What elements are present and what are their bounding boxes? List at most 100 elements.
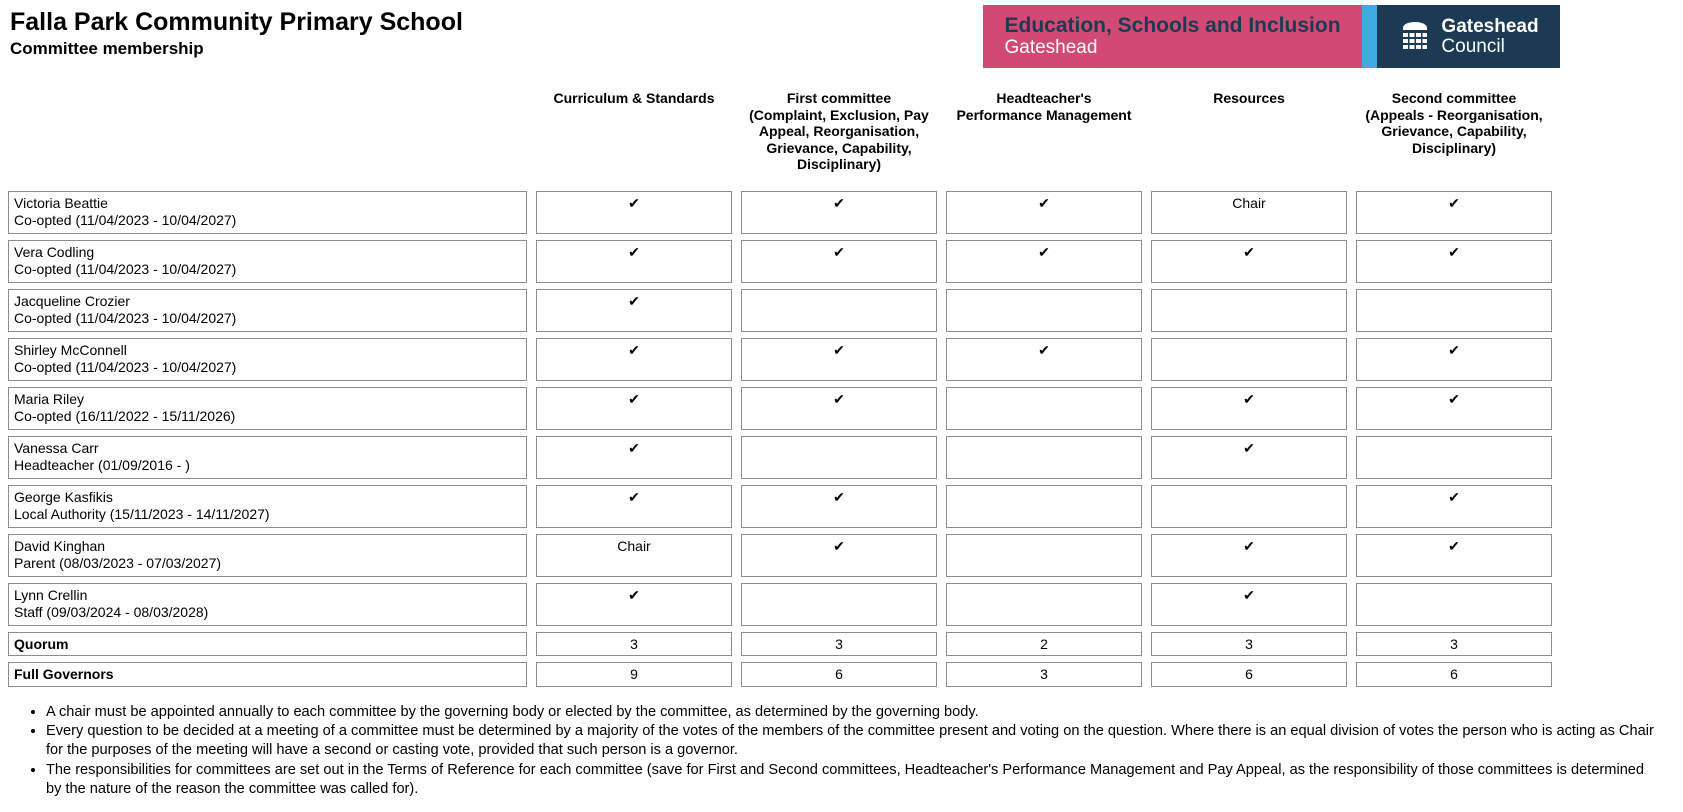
committee-cell: ✔ (1151, 386, 1347, 430)
governor-name: Vera Codling (14, 243, 95, 260)
governor-name-cell: Jacqueline Crozier Co-opted (11/04/2023 … (8, 288, 527, 332)
governor-name: Vanessa Carr (14, 439, 99, 456)
summary-label: Quorum (8, 631, 527, 657)
governor-name: Maria Riley (14, 390, 85, 407)
name-column-header (8, 82, 527, 185)
page-title: Committee membership (10, 38, 204, 58)
committee-cell: ✔ (741, 337, 937, 381)
committee-cell: ✔ (1356, 239, 1552, 283)
summary-cell: 3 (741, 631, 937, 657)
summary-cell: 3 (536, 631, 732, 657)
council-name: Gateshead (1441, 16, 1539, 38)
council-word: Council (1441, 35, 1505, 57)
committee-cell (1151, 337, 1347, 381)
committee-cell: ✔ (536, 288, 732, 332)
committee-cell: ✔ (946, 190, 1142, 234)
committee-cell (1151, 288, 1347, 332)
committee-cell (946, 435, 1142, 479)
committee-cell: ✔ (1356, 386, 1552, 430)
committee-cell: Chair (1151, 190, 1347, 234)
governor-role: Co-opted (16/11/2022 - 15/11/2026) (14, 408, 236, 425)
committee-cell: ✔ (741, 484, 937, 528)
governor-name: Shirley McConnell (14, 341, 127, 358)
committee-cell: ✔ (946, 337, 1142, 381)
committee-cell: ✔ (536, 190, 732, 234)
column-header-second-committee: Second committee (Appeals - Reorganisati… (1365, 90, 1543, 156)
committee-cell: ✔ (741, 533, 937, 577)
column-header-headteachers-performance: Headteacher's Performance Management (956, 90, 1132, 123)
governor-role: Co-opted (11/04/2023 - 10/04/2027) (14, 212, 237, 229)
summary-cell: 3 (1356, 631, 1552, 657)
committee-cell: ✔ (1151, 582, 1347, 626)
note-item: The responsibilities for committees are … (46, 761, 1663, 800)
note-item: Every question to be decided at a meetin… (46, 722, 1663, 761)
governor-name-cell: Victoria Beattie Co-opted (11/04/2023 - … (8, 190, 527, 234)
committee-cell (1151, 484, 1347, 528)
department-name: Education, Schools and Inclusion (1004, 14, 1341, 38)
council-building-icon (1398, 16, 1432, 57)
gateshead-council-logo: Gateshead Council (1377, 5, 1560, 68)
governor-role: Co-opted (11/04/2023 - 10/04/2027) (14, 359, 237, 376)
summary-cell: 6 (1356, 662, 1552, 687)
summary-cell: 2 (946, 631, 1142, 657)
governor-role: Staff (09/03/2024 - 08/03/2028) (14, 604, 209, 621)
committee-cell (1356, 435, 1552, 479)
committee-cell (946, 582, 1142, 626)
note-item: A chair must be appointed annually to ea… (46, 703, 1663, 722)
committee-cell: ✔ (536, 435, 732, 479)
committee-cell (741, 288, 937, 332)
governor-name: Lynn Crellin (14, 586, 88, 603)
governor-name: George Kasfikis (14, 488, 113, 505)
committee-cell: Chair (536, 533, 732, 577)
governor-name: David Kinghan (14, 537, 106, 554)
committee-cell (946, 288, 1142, 332)
committee-cell: ✔ (1151, 239, 1347, 283)
committee-cell: ✔ (1151, 533, 1347, 577)
top-bar: Falla Park Community Primary School Comm… (0, 0, 1683, 68)
committee-cell: ✔ (1356, 337, 1552, 381)
governor-role: Co-opted (11/04/2023 - 10/04/2027) (14, 261, 237, 278)
committee-cell: ✔ (536, 484, 732, 528)
governor-name: Jacqueline Crozier (14, 292, 130, 309)
governor-name-cell: Maria Riley Co-opted (16/11/2022 - 15/11… (8, 386, 527, 430)
summary-cell: 6 (1151, 662, 1347, 687)
committee-cell: ✔ (741, 386, 937, 430)
title-block: Falla Park Community Primary School Comm… (10, 5, 463, 58)
column-header-resources: Resources (1213, 90, 1285, 106)
committee-cell: ✔ (1151, 435, 1347, 479)
summary-cell: 6 (741, 662, 937, 687)
governor-role: Co-opted (11/04/2023 - 10/04/2027) (14, 310, 237, 327)
summary-cell: 3 (1151, 631, 1347, 657)
governor-role: Parent (08/03/2023 - 07/03/2027) (14, 555, 222, 572)
committee-cell: ✔ (741, 239, 937, 283)
committee-cell: ✔ (536, 582, 732, 626)
banner-group: Education, Schools and Inclusion Gateshe… (983, 5, 1560, 68)
governor-name-cell: George Kasfikis Local Authority (15/11/2… (8, 484, 527, 528)
banner-divider (1362, 5, 1377, 68)
governor-name-cell: Vera Codling Co-opted (11/04/2023 - 10/0… (8, 239, 527, 283)
department-region: Gateshead (1004, 37, 1098, 59)
summary-cell: 9 (536, 662, 732, 687)
governor-name-cell: Shirley McConnell Co-opted (11/04/2023 -… (8, 337, 527, 381)
education-schools-inclusion-banner: Education, Schools and Inclusion Gateshe… (983, 5, 1362, 68)
footnotes: A chair must be appointed annually to ea… (10, 703, 1663, 800)
governor-role: Local Authority (15/11/2023 - 14/11/2027… (14, 506, 270, 523)
committee-cell: ✔ (1356, 190, 1552, 234)
governor-name-cell: David Kinghan Parent (08/03/2023 - 07/03… (8, 533, 527, 577)
committee-cell: ✔ (536, 337, 732, 381)
governor-name: Victoria Beattie (14, 194, 108, 211)
committee-cell: ✔ (741, 190, 937, 234)
committee-membership-table: Curriculum & Standards First committee (… (8, 82, 1552, 687)
column-header-first-committee: First committee (Complaint, Exclusion, P… (749, 90, 929, 173)
column-header-curriculum-standards: Curriculum & Standards (553, 90, 715, 106)
committee-cell: ✔ (536, 239, 732, 283)
committee-cell (946, 386, 1142, 430)
governor-name-cell: Vanessa Carr Headteacher (01/09/2016 - ) (8, 435, 527, 479)
committee-cell: ✔ (1356, 484, 1552, 528)
governor-name-cell: Lynn Crellin Staff (09/03/2024 - 08/03/2… (8, 582, 527, 626)
committee-cell (1356, 288, 1552, 332)
committee-cell (1356, 582, 1552, 626)
committee-cell (741, 582, 937, 626)
summary-label: Full Governors (8, 662, 527, 687)
committee-cell (946, 484, 1142, 528)
